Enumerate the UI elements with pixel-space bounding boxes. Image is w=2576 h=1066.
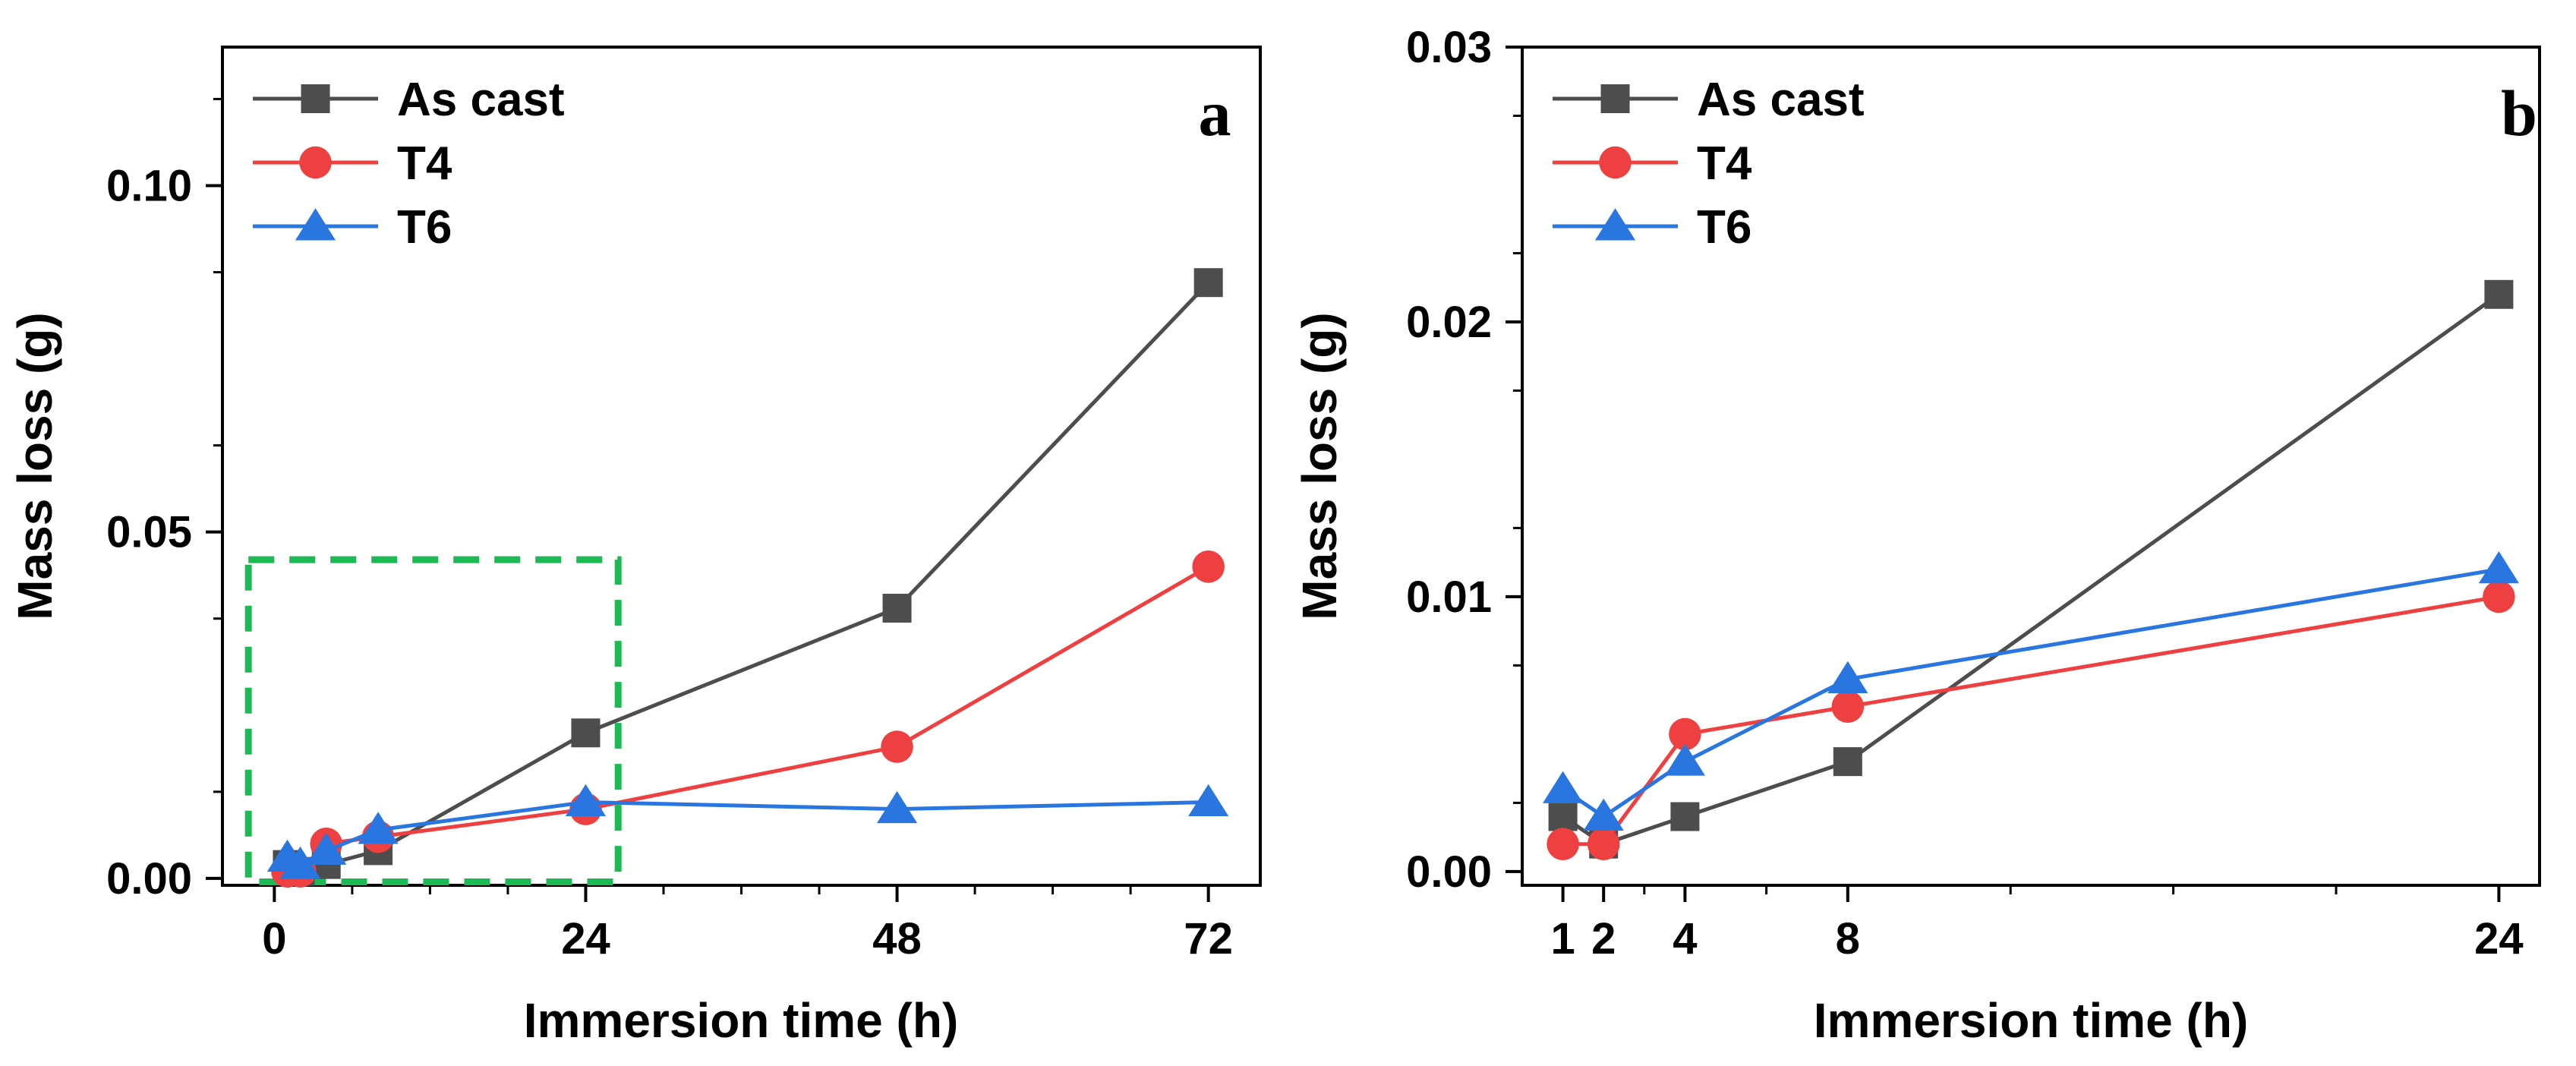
- panel-a-annotation: [244, 556, 622, 885]
- panel-a-x-tick-label: 48: [872, 914, 922, 964]
- panel-a-data-point-t4: [881, 730, 913, 763]
- panel-a-legend-marker: [301, 84, 330, 113]
- panel-a-zoom-region-box: [244, 556, 622, 885]
- panel-a-x-axis-title: Immersion time (h): [524, 993, 959, 1048]
- panel-a-legend-label: As cast: [397, 74, 565, 126]
- panel-b-series-line-t6: [1562, 567, 2499, 819]
- panel-a-data-point-t6: [358, 812, 399, 844]
- panel-b-series: [1543, 279, 2519, 860]
- panel-b-data-point-as-cast: [2484, 279, 2514, 309]
- panel-b-x-tick-label: 8: [1836, 914, 1860, 964]
- panel-a-series-line-t6: [286, 800, 1209, 867]
- panel-a-data-point-t6: [306, 832, 347, 865]
- panel-a-label: a: [1199, 77, 1231, 150]
- panel-b-legend-marker: [1599, 146, 1632, 179]
- panel-b-x-tick-label: 1: [1550, 914, 1575, 964]
- panel-a-x-tick-label: 72: [1184, 914, 1233, 964]
- panel-b-legend-marker: [1600, 84, 1630, 113]
- panel-a-data-point-as-cast: [1193, 268, 1223, 298]
- panel-a-series-line-as-cast: [286, 281, 1210, 874]
- panel-b-series-line-t4: [1562, 594, 2499, 847]
- panel-a-y-tick-label: 0.00: [106, 854, 192, 904]
- panel-a-legend: As cast T4 T6: [253, 74, 565, 254]
- panel-a-data-point-as-cast: [571, 718, 601, 748]
- panel-b-data-point-t4: [2483, 580, 2515, 613]
- panel-a-y-tick-label: 0.10: [106, 161, 192, 210]
- panel-b-x-tick-label: 2: [1591, 914, 1616, 964]
- panel-b-data-point-t6: [1827, 661, 1868, 694]
- panel-b-legend-marker: [1594, 208, 1636, 241]
- panel-a-y-tick-label: 0.05: [106, 508, 192, 557]
- panel-a-axes: 0 24 48 72 0.00 0.05 0.10: [106, 97, 1233, 964]
- panel-a-legend-marker: [299, 146, 332, 179]
- panel-a-y-axis-title: Mass loss (g): [8, 312, 62, 620]
- panel-b-data-point-as-cast: [1670, 802, 1700, 831]
- panel-b-y-tick-label: 0.01: [1406, 572, 1492, 622]
- panel-a-legend-label: T6: [397, 201, 452, 254]
- panel-b-data-point-as-cast: [1833, 747, 1862, 777]
- panel-a-plot-frame: [221, 46, 1262, 887]
- panel-b-x-tick-label: 4: [1673, 914, 1697, 964]
- panel-b-label: b: [2501, 77, 2537, 150]
- panel-b-y-axis-title: Mass loss (g): [1292, 312, 1347, 620]
- panel-a-data-point-t4: [1192, 550, 1225, 583]
- panel-b-plot-frame: [1521, 46, 2541, 887]
- panel-a-data-point-t6: [1188, 784, 1229, 817]
- panel-b-x-axis-title: Immersion time (h): [1814, 993, 2249, 1048]
- panel-b-data-point-t6: [1543, 771, 1584, 803]
- panel-b-legend-label: As cast: [1697, 74, 1865, 126]
- panel-b-data-point-t6: [1664, 743, 1705, 776]
- panel-b-data-point-t4: [1547, 828, 1579, 860]
- panel-a-data-point-t6: [279, 846, 321, 879]
- panel-b-y-tick-label: 0.03: [1406, 23, 1492, 72]
- panel-a-chart: 0 24 48 72 0.00 0.05 0.10 As cast T4 T6 Immersio…: [8, 46, 1262, 1048]
- panel-b-axes: 1 2 4 8 240.000.010.020.03: [1406, 23, 2524, 964]
- panel-b-data-point-t4: [1831, 690, 1865, 724]
- panel-b-data-point-t4: [1587, 828, 1620, 860]
- panel-a-legend-label: T4: [397, 137, 452, 190]
- panel-b-data-point-t4: [1669, 718, 1701, 751]
- panel-a-series: [266, 268, 1229, 888]
- panel-a-x-tick-label: 0: [262, 914, 286, 964]
- panel-b-legend: As cast T4 T6: [1553, 74, 1865, 254]
- panel-b-y-tick-label: 0.02: [1406, 298, 1492, 347]
- panel-b-y-tick-label: 0.00: [1406, 847, 1492, 897]
- panel-a-x-tick-label: 24: [561, 914, 610, 964]
- panel-b-legend-label: T4: [1697, 137, 1752, 190]
- panel-a-data-point-t6: [876, 790, 918, 824]
- panel-b-data-point-t6: [1583, 798, 1624, 831]
- panel-b-x-tick-label: 24: [2474, 914, 2524, 964]
- panel-b-data-point-t6: [2478, 550, 2519, 584]
- panel-a-legend-marker: [295, 208, 336, 241]
- panel-b-legend-label: T6: [1697, 201, 1751, 254]
- panel-b-data-point-as-cast: [1548, 802, 1578, 831]
- panel-b-series-line-as-cast: [1562, 292, 2500, 847]
- panel-a-data-point-as-cast: [882, 594, 912, 623]
- panel-a-data-point-t6: [565, 784, 607, 817]
